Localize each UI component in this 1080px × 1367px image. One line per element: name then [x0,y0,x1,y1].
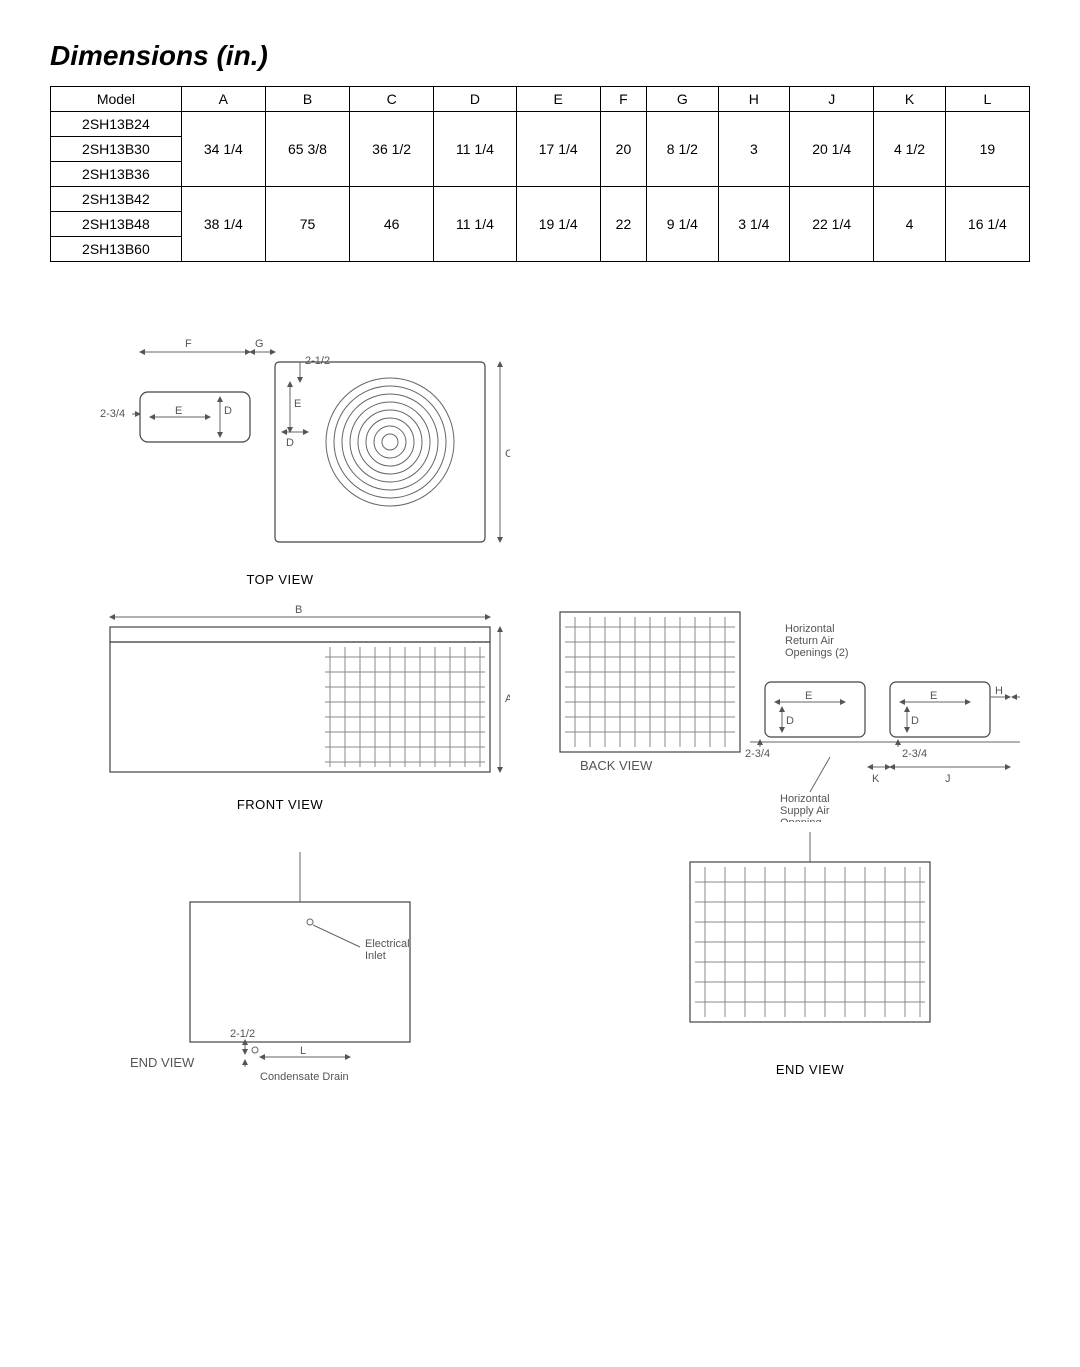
dim-k: K [872,773,880,785]
dim-a: A [505,693,510,705]
dim-2-1-2-end: 2-1/2 [230,1028,255,1040]
val-a: 38 1/4 [181,187,265,262]
val-d: 11 1/4 [434,112,516,187]
col-e: E [516,87,600,112]
table-row: 2SH13B42 38 1/4 75 46 11 1/4 19 1/4 22 9… [51,187,1030,212]
model-cell: 2SH13B36 [51,162,182,187]
dimensions-table: Model A B C D E F G H J K L 2SH13B24 34 … [50,86,1030,262]
left-column: C F G 2-1/2 2-3/4 E D [50,322,510,1102]
back-view-label: BACK VIEW [580,758,653,773]
col-d: D [434,87,516,112]
dim-l: L [300,1045,306,1057]
front-view-svg: B A [50,597,510,797]
val-h: 3 [718,112,790,187]
top-view-label: TOP VIEW [50,572,510,587]
end-view-right-label: END VIEW [660,1062,960,1077]
val-d: 11 1/4 [434,187,516,262]
col-b: B [265,87,349,112]
col-a: A [181,87,265,112]
dim-e-b1: E [805,690,812,702]
col-f: F [600,87,646,112]
return-air-note: HorizontalReturn AirOpenings (2) [785,623,849,659]
supply-air-note: HorizontalSupply AirOpening [780,793,830,822]
electrical-inlet-label: ElectricalInlet [365,938,410,962]
dim-f: F [185,338,192,350]
dim-d-left: D [224,405,232,417]
table-header-row: Model A B C D E F G H J K L [51,87,1030,112]
dim-c: C [505,448,510,460]
dim-j: J [945,773,951,785]
end-view-right-svg [660,832,960,1062]
col-k: K [874,87,946,112]
model-cell: 2SH13B42 [51,187,182,212]
val-l: 19 [945,112,1029,187]
dim-2-3-4-left: 2-3/4 [745,748,770,760]
model-cell: 2SH13B60 [51,237,182,262]
dim-g: G [255,338,264,350]
col-c: C [350,87,434,112]
dim-d-b2: D [911,715,919,727]
dim-b: B [295,604,302,616]
table-row: 2SH13B24 34 1/4 65 3/8 36 1/2 11 1/4 17 … [51,112,1030,137]
col-g: G [647,87,719,112]
back-view-svg: BACK VIEW HorizontalReturn AirOpenings (… [550,592,1030,822]
right-column: BACK VIEW HorizontalReturn AirOpenings (… [550,592,1030,1077]
val-h: 3 1/4 [718,187,790,262]
val-e: 17 1/4 [516,112,600,187]
val-b: 75 [265,187,349,262]
fan-icon [326,378,454,506]
back-grille-icon [565,617,735,747]
top-view-svg: C F G 2-1/2 2-3/4 E D [50,322,510,572]
col-h: H [718,87,790,112]
dim-e-b2: E [930,690,937,702]
val-f: 22 [600,187,646,262]
val-b: 65 3/8 [265,112,349,187]
dim-d-b1: D [786,715,794,727]
diagram-area: C F G 2-1/2 2-3/4 E D [50,322,1030,1102]
dim-2-1-2: 2-1/2 [305,355,330,367]
val-a: 34 1/4 [181,112,265,187]
val-g: 9 1/4 [647,187,719,262]
val-c: 36 1/2 [350,112,434,187]
col-l: L [945,87,1029,112]
dim-e-left: E [175,405,182,417]
dim-d-right: D [286,437,294,449]
grille-icon [325,647,485,767]
val-e: 19 1/4 [516,187,600,262]
dim-2-3-4-right: 2-3/4 [902,748,927,760]
val-k: 4 [874,187,946,262]
model-cell: 2SH13B30 [51,137,182,162]
val-k: 4 1/2 [874,112,946,187]
col-model: Model [51,87,182,112]
end-right-grille-icon [695,867,925,1017]
dim-2-3-4: 2-3/4 [100,408,125,420]
model-cell: 2SH13B48 [51,212,182,237]
page-title: Dimensions (in.) [50,40,1030,72]
val-g: 8 1/2 [647,112,719,187]
front-view-label: FRONT VIEW [50,797,510,812]
val-j: 22 1/4 [790,187,874,262]
val-c: 46 [350,187,434,262]
val-j: 20 1/4 [790,112,874,187]
condensate-label: Condensate Drain [260,1071,349,1083]
col-j: J [790,87,874,112]
dim-h-back: H [995,685,1003,697]
val-f: 20 [600,112,646,187]
model-cell: 2SH13B24 [51,112,182,137]
end-view-left-label: END VIEW [130,1055,195,1070]
end-view-left-svg: ElectricalInlet 2-1/2 L END VIEW Condens… [130,842,490,1102]
val-l: 16 1/4 [945,187,1029,262]
dim-e-right: E [294,398,301,410]
